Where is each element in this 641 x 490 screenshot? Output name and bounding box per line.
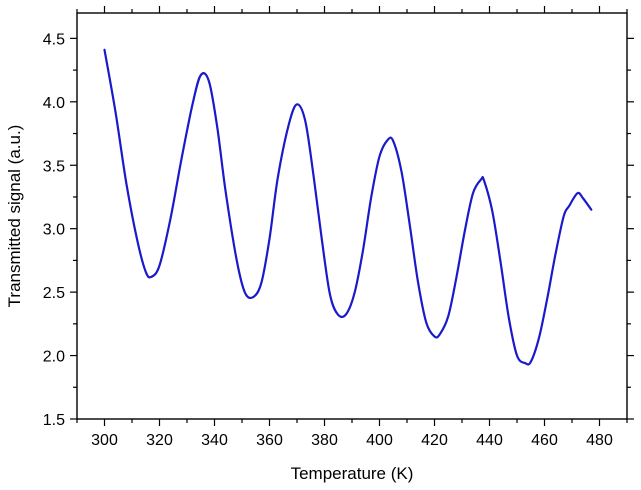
y-tick-label: 1.5 — [43, 412, 65, 429]
y-tick-label: 4.0 — [43, 95, 65, 112]
y-tick-label: 3.5 — [43, 158, 65, 175]
y-axis-title: Transmitted signal (a.u.) — [5, 125, 24, 308]
x-tick-label: 400 — [366, 432, 393, 449]
x-tick-label: 440 — [476, 432, 503, 449]
y-tick-label: 3.0 — [43, 222, 65, 239]
x-tick-label: 460 — [531, 432, 558, 449]
x-tick-label: 360 — [256, 432, 283, 449]
series-layer — [103, 48, 593, 366]
x-axis-title: Temperature (K) — [291, 464, 414, 483]
x-tick-label: 480 — [586, 432, 613, 449]
x-tick-label: 320 — [146, 432, 173, 449]
plot-frame — [76, 12, 628, 420]
tick-labels-layer: 300 320 340 360 380 400 420 440 460 480 1.5 2.0 2.5 3… — [43, 31, 613, 449]
x-tick-label: 300 — [91, 432, 118, 449]
ticks-layer — [70, 6, 634, 426]
series-line — [103, 48, 593, 366]
x-tick-label: 340 — [201, 432, 228, 449]
y-tick-label: 2.0 — [43, 349, 65, 366]
y-tick-label: 4.5 — [43, 31, 65, 48]
x-tick-label: 380 — [311, 432, 338, 449]
y-tick-label: 2.5 — [43, 285, 65, 302]
x-tick-label: 420 — [421, 432, 448, 449]
